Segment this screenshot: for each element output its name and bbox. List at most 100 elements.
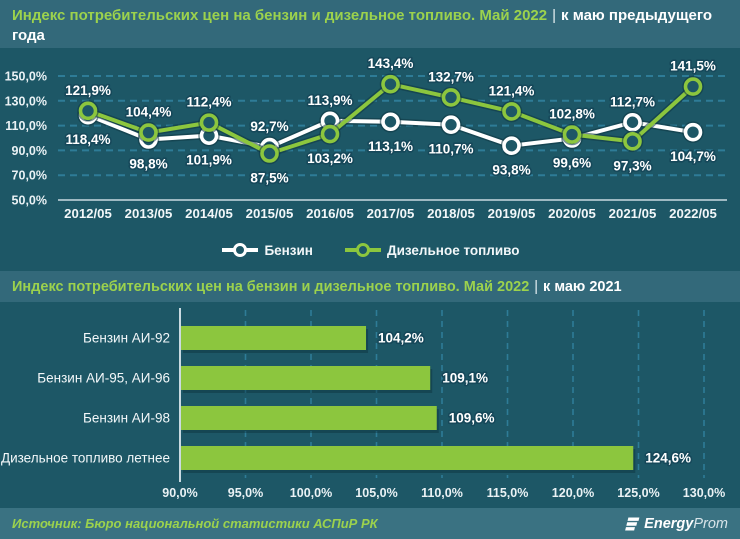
data-point-label: 121,4% bbox=[489, 83, 535, 98]
data-point-label: 112,7% bbox=[610, 94, 655, 109]
bar bbox=[181, 446, 634, 470]
logo-text-energy: Energy bbox=[644, 515, 694, 532]
energyprom-logo-text: EnergyProm bbox=[644, 516, 728, 532]
data-point-marker bbox=[381, 74, 400, 94]
bar-value-label: 109,1% bbox=[442, 371, 488, 386]
x-axis-tick-label: 95,0% bbox=[228, 486, 263, 500]
data-point-marker bbox=[562, 125, 582, 144]
data-point-label: 98,8% bbox=[129, 156, 167, 171]
x-axis-tick-label: 120,0% bbox=[552, 486, 594, 500]
data-point-label: 143,4% bbox=[368, 56, 414, 71]
data-point-marker bbox=[260, 144, 279, 163]
data-point-label: 110,7% bbox=[428, 142, 473, 157]
y-axis-tick-label: 130,0% bbox=[5, 94, 47, 108]
data-point-label: 92,7% bbox=[250, 119, 288, 134]
data-point-marker bbox=[623, 132, 642, 151]
data-point-label: 87,5% bbox=[250, 171, 288, 186]
data-point-marker bbox=[78, 101, 98, 121]
data-point-marker bbox=[623, 112, 642, 132]
x-axis-tick-label: 100,0% bbox=[290, 486, 332, 500]
data-point-marker bbox=[441, 115, 461, 135]
data-point-label: 104,4% bbox=[126, 105, 172, 120]
y-axis-tick-label: 150,0% bbox=[5, 70, 47, 84]
x-axis-tick-label: 115,0% bbox=[487, 486, 529, 500]
x-axis-tick-label: 2020/05 bbox=[548, 206, 596, 221]
data-point-marker bbox=[683, 77, 703, 96]
line-chart-section: 150,0% 130,0% 110,0% 90,0% 70,0% 50,0% 2012/05… bbox=[0, 48, 740, 271]
chart2-title-separator: | bbox=[534, 278, 539, 295]
line-chart: 150,0% 130,0% 110,0% 90,0% 70,0% 50,0% 2012/05… bbox=[5, 55, 727, 221]
chart1-header: Индекс потребительских цен на бензин и д… bbox=[0, 0, 740, 48]
line-chart-legend: Бензин Дизельное топливо bbox=[0, 236, 740, 264]
bar-category-label: Бензин АИ-92 bbox=[83, 331, 170, 346]
bar-category-label: Бензин АИ-95, АИ-96 bbox=[37, 371, 170, 386]
data-point-label: 93,8% bbox=[492, 163, 530, 178]
diesel-line-marker-icon bbox=[344, 243, 381, 257]
data-point-label: 121,9% bbox=[65, 83, 111, 98]
data-point-label: 97,3% bbox=[613, 158, 651, 173]
bar-value-label: 104,2% bbox=[378, 331, 424, 346]
bar-category-label: Дизельное топливо летнее bbox=[1, 451, 170, 466]
data-point-marker bbox=[139, 123, 158, 142]
logo-text-prom: Prom bbox=[693, 515, 728, 532]
data-point-label: 103,2% bbox=[307, 151, 353, 166]
data-point-label: 118,4% bbox=[65, 132, 110, 147]
bar-chart: 90,0% 95,0% 100,0% 105,0% 110,0% 115,0% 120,0%… bbox=[1, 308, 725, 500]
bar bbox=[181, 366, 431, 390]
legend-item-benzin: Бензин bbox=[220, 242, 313, 258]
data-point-label: 141,5% bbox=[670, 59, 716, 74]
bar-chart-section: 90,0% 95,0% 100,0% 105,0% 110,0% 115,0% 120,0%… bbox=[0, 302, 740, 508]
data-point-marker bbox=[381, 112, 400, 132]
x-axis-tick-label: 125,0% bbox=[617, 486, 659, 500]
data-point-label: 132,7% bbox=[428, 69, 474, 84]
data-point-marker bbox=[441, 88, 461, 107]
energyprom-logo-icon bbox=[625, 517, 640, 531]
data-point-label: 102,8% bbox=[549, 107, 595, 122]
data-point-label: 104,7% bbox=[670, 149, 716, 164]
x-axis-tick-label: 2021/05 bbox=[609, 206, 657, 221]
data-point-marker bbox=[502, 102, 521, 121]
x-axis-tick-label: 110,0% bbox=[421, 486, 463, 500]
data-point-marker bbox=[320, 124, 340, 144]
x-axis-tick-label: 2016/05 bbox=[306, 206, 354, 221]
bar-value-label: 124,6% bbox=[645, 451, 691, 466]
chart1-title: Индекс потребительских цен на бензин и д… bbox=[12, 7, 548, 24]
source-note: Источник: Бюро национальной статистики А… bbox=[12, 516, 378, 531]
chart1-subtitle: к маю предыдущего года bbox=[12, 7, 713, 44]
x-axis-tick-label: 2014/05 bbox=[185, 206, 233, 221]
bar-category-label: Бензин АИ-98 bbox=[83, 411, 170, 426]
benzin-line-marker-icon bbox=[222, 243, 259, 257]
energyprom-logo: EnergyProm bbox=[622, 515, 728, 533]
bar-value-label: 109,6% bbox=[449, 411, 495, 426]
y-axis-tick-label: 90,0% bbox=[12, 144, 47, 158]
x-axis-tick-label: 2022/05 bbox=[669, 206, 717, 221]
data-point-marker bbox=[502, 136, 521, 155]
data-point-label: 113,1% bbox=[368, 139, 413, 154]
x-axis-tick-label: 2015/05 bbox=[246, 206, 294, 221]
data-point-label: 101,9% bbox=[186, 153, 232, 168]
bar bbox=[181, 326, 367, 350]
y-axis-tick-label: 50,0% bbox=[12, 194, 47, 208]
data-point-label: 99,6% bbox=[553, 155, 591, 170]
bar bbox=[181, 406, 437, 430]
chart1-title-separator: | bbox=[552, 7, 557, 24]
chart2-title: Индекс потребительских цен на бензин и д… bbox=[12, 278, 530, 295]
legend-item-diesel: Дизельное топливо bbox=[343, 242, 520, 258]
x-axis-tick-label: 2017/05 bbox=[367, 206, 415, 221]
data-point-label: 113,9% bbox=[307, 93, 352, 108]
y-axis-tick-label: 70,0% bbox=[12, 169, 47, 183]
x-axis-tick-label: 2018/05 bbox=[427, 206, 475, 221]
x-axis-tick-label: 90,0% bbox=[162, 486, 197, 500]
data-point-label: 112,4% bbox=[186, 95, 231, 110]
x-axis-tick-label: 2012/05 bbox=[64, 206, 112, 221]
x-axis-tick-label: 2019/05 bbox=[488, 206, 536, 221]
x-axis-tick-label: 105,0% bbox=[355, 486, 397, 500]
chart2-subtitle: к маю 2021 bbox=[543, 278, 622, 295]
y-axis-tick-label: 110,0% bbox=[5, 119, 47, 133]
legend-label-benzin: Бензин bbox=[264, 242, 313, 258]
footer: Источник: Бюро национальной статистики А… bbox=[0, 508, 740, 539]
x-axis-tick-label: 2013/05 bbox=[125, 206, 173, 221]
x-axis-tick-label: 130,0% bbox=[683, 486, 725, 500]
data-point-marker bbox=[683, 122, 703, 142]
data-point-marker bbox=[199, 113, 219, 132]
